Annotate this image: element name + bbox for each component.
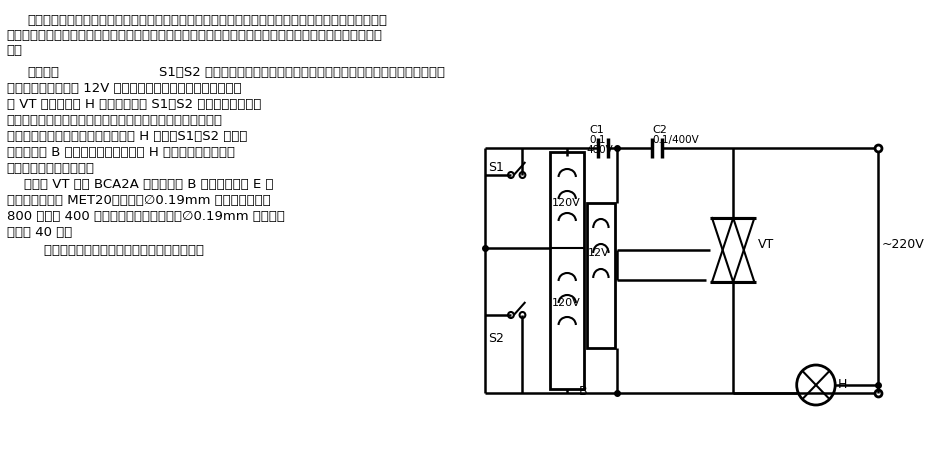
Text: S1: S1 [488, 161, 504, 174]
Text: 晶闸管 VT 选用 BCA2A 型。变压器 B 需自制；选用 E 型: 晶闸管 VT 选用 BCA2A 型。变压器 B 需自制；选用 E 型 [6, 178, 273, 191]
Text: 管 VT 导通，灯泡 H 点亮。但是当 S1、S2 都合上时，则流过: 管 VT 导通，灯泡 H 点亮。但是当 S1、S2 都合上时，则流过 [6, 98, 261, 111]
Text: 硅钢片，型号为 MET20，初级用∅0.19mm 高强度漆包线绕: 硅钢片，型号为 MET20，初级用∅0.19mm 高强度漆包线绕 [6, 194, 270, 207]
Text: 12V: 12V [588, 248, 609, 258]
Text: C2: C2 [653, 125, 668, 135]
Text: 本电路无需调试，装好后检查无误即可使用。: 本电路无需调试，装好后检查无误即可使用。 [27, 244, 204, 257]
Text: H: H [838, 378, 847, 391]
Text: 抵消，晶闸管无触发电压而截止，灯 H 熄灭。S1、S2 都断开: 抵消，晶闸管无触发电压而截止，灯 H 熄灭。S1、S2 都断开 [6, 130, 247, 143]
Text: 120V: 120V [552, 198, 581, 208]
Text: 变压器初级两部分线圈的电流大小相等、方向相反，磁通互相: 变压器初级两部分线圈的电流大小相等、方向相反，磁通互相 [6, 114, 223, 127]
Bar [550, 152, 584, 389]
Text: 初级，在次级感应出 12V 交流电压，正、负半周都能触发晶闸: 初级，在次级感应出 12V 交流电压，正、负半周都能触发晶闸 [6, 82, 242, 95]
Text: ~220V: ~220V [882, 238, 924, 251]
Text: 800 匝，在 400 匝处得中心抽头。次级用∅0.19mm 高强度漆: 800 匝，在 400 匝处得中心抽头。次级用∅0.19mm 高强度漆 [6, 210, 284, 223]
Text: C1: C1 [590, 125, 605, 135]
Text: 400V: 400V [586, 145, 613, 155]
Text: 0.1: 0.1 [590, 135, 607, 145]
Text: B: B [580, 385, 588, 398]
Text: 在两地任意开、关电灯。: 在两地任意开、关电灯。 [6, 162, 94, 175]
Text: 制。: 制。 [6, 44, 23, 57]
Text: S1、S2 为装在两地的普通拉线开关。若合上其中一只，便有电流通过变压器: S1、S2 为装在两地的普通拉线开关。若合上其中一只，便有电流通过变压器 [158, 66, 444, 79]
Text: 120V: 120V [552, 298, 581, 308]
Bar [587, 203, 615, 348]
Text: S2: S2 [488, 332, 504, 345]
Text: 时，变压器 B 中没有电流通过，灯泡 H 也不亮。这样便可以: 时，变压器 B 中没有电流通过，灯泡 H 也不亮。这样便可以 [6, 146, 234, 159]
Text: 电路如图: 电路如图 [27, 66, 59, 79]
Text: 0.1/400V: 0.1/400V [653, 135, 699, 145]
Text: 包线绕 40 匝。: 包线绕 40 匝。 [6, 226, 72, 239]
Text: VT: VT [758, 238, 774, 251]
Text: 如果需要在两地控制一盏电灯，一般需要三根导线，并需使用单刀双掷开关。双向晶闸管的控制极无论: 如果需要在两地控制一盏电灯，一般需要三根导线，并需使用单刀双掷开关。双向晶闸管的… [27, 14, 387, 27]
Text: 加正向电压还是加反向电压都可以导通，利用它的这一功能可以构成双联开关，在原来的线路上实现两地控: 加正向电压还是加反向电压都可以导通，利用它的这一功能可以构成双联开关，在原来的线… [6, 29, 382, 42]
